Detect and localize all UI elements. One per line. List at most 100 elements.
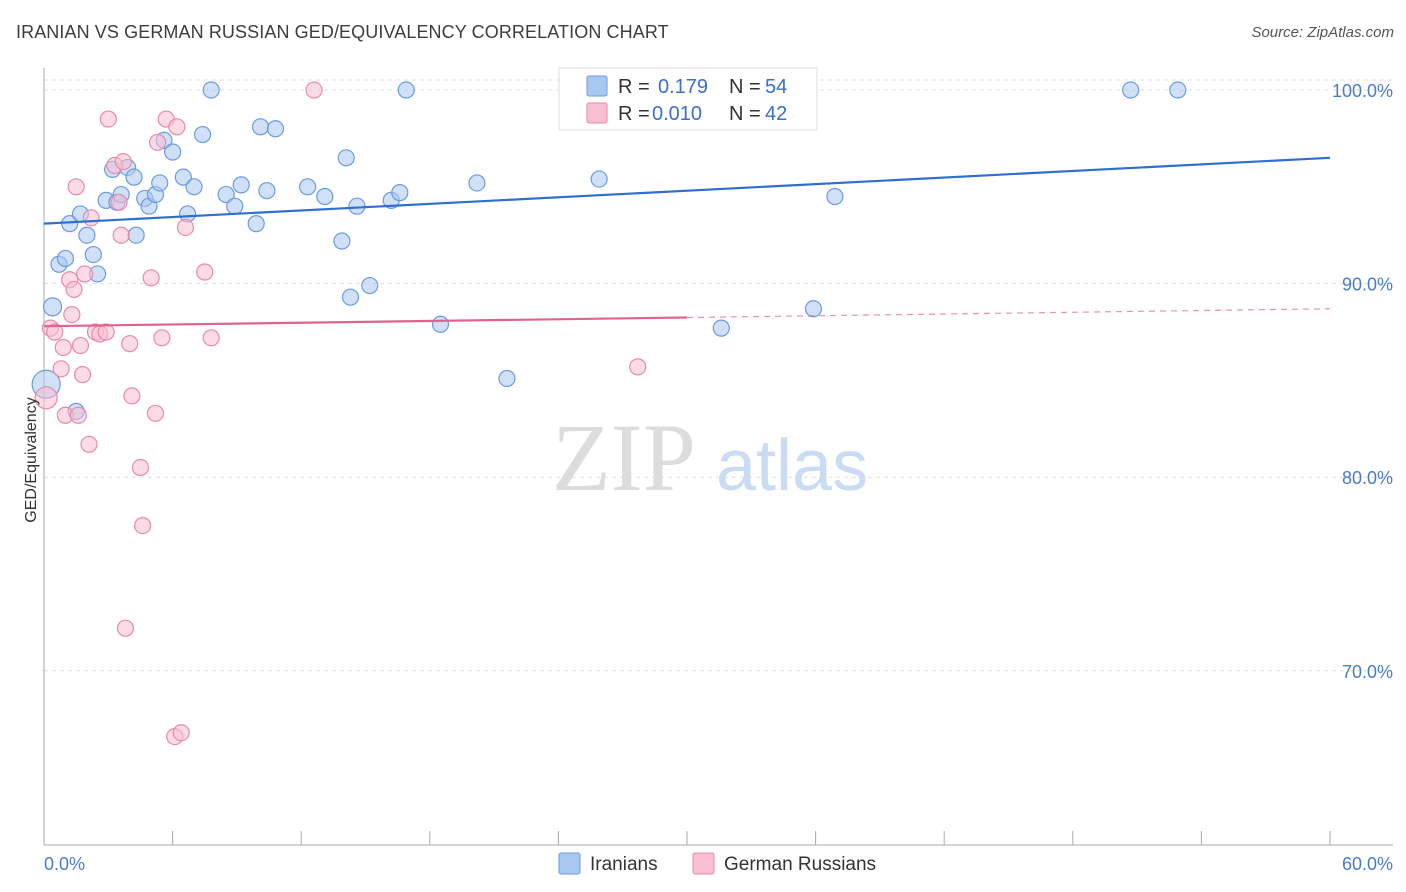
- point-german-russians-15: [82, 209, 100, 227]
- legend-swatch-blue: [586, 75, 608, 97]
- point-german-russians-29: [146, 404, 165, 422]
- bottom-legend-label-german-russians: German Russians: [724, 854, 876, 875]
- point-iranians-20: [151, 174, 169, 192]
- y-tick-label-80: 80.0%: [1342, 468, 1393, 488]
- data-points: [31, 81, 1187, 746]
- point-iranians-29: [226, 197, 244, 215]
- point-iranians-7: [78, 226, 96, 244]
- point-iranians-48: [590, 170, 608, 188]
- y-tick-label-90: 90.0%: [1342, 275, 1393, 295]
- point-german-russians-26: [131, 458, 150, 477]
- point-iranians-25: [185, 178, 203, 196]
- point-german-russians-37: [196, 263, 214, 281]
- point-german-russians-39: [305, 81, 323, 99]
- legend-n-label-1: N =: [729, 76, 761, 98]
- point-iranians-3: [56, 249, 75, 268]
- point-german-russians-11: [71, 336, 90, 355]
- trend-line-german-russians: [43, 316, 688, 328]
- point-iranians-33: [258, 182, 276, 200]
- point-iranians-23: [174, 168, 192, 186]
- point-iranians-15: [125, 168, 143, 186]
- point-german-russians-23: [116, 619, 135, 637]
- point-german-russians-41: [114, 153, 132, 171]
- point-iranians-30: [232, 176, 250, 194]
- point-german-russians-33: [168, 118, 186, 136]
- bottom-legend: Iranians German Russians: [558, 852, 876, 875]
- point-iranians-27: [202, 81, 220, 99]
- point-german-russians-13: [76, 265, 94, 283]
- point-german-russians-9: [67, 178, 85, 196]
- point-german-russians-18: [97, 323, 115, 341]
- trend-lines: [43, 156, 1331, 328]
- point-german-russians-4: [54, 338, 72, 357]
- trend-line-german-russians-extension: [686, 308, 1331, 319]
- point-iranians-41: [361, 276, 379, 295]
- point-iranians-26: [194, 125, 212, 144]
- point-iranians-40: [348, 197, 366, 215]
- point-iranians-34: [266, 120, 285, 138]
- watermark-atlas: atlas: [716, 426, 868, 506]
- legend-r-label-2: R =: [618, 103, 650, 125]
- point-german-russians-3: [52, 360, 70, 378]
- point-german-russians-25: [121, 335, 139, 353]
- trend-line-iranians: [43, 156, 1331, 225]
- point-iranians-22: [164, 143, 182, 161]
- point-iranians-37: [333, 232, 351, 250]
- y-tick-label-70: 70.0%: [1342, 662, 1393, 682]
- point-german-russians-12: [73, 366, 92, 384]
- y-tick-labels: 70.0% 80.0% 90.0% 100.0%: [1332, 81, 1393, 682]
- point-german-russians-0: [34, 386, 58, 410]
- point-iranians-52: [1122, 81, 1140, 99]
- point-iranians-32: [251, 118, 270, 136]
- point-german-russians-10: [69, 406, 87, 424]
- point-iranians-16: [127, 226, 145, 244]
- point-german-russians-21: [110, 193, 128, 211]
- point-german-russians-40: [629, 358, 647, 376]
- legend-r-value-1: 0.179: [658, 76, 708, 98]
- x-tick-label-max: 60.0%: [1342, 854, 1393, 874]
- point-german-russians-35: [172, 724, 190, 742]
- point-german-russians-31: [153, 329, 171, 347]
- point-iranians-8: [84, 245, 102, 264]
- y-axis-label: GED/Equivalency: [23, 397, 40, 522]
- point-german-russians-7: [63, 305, 81, 324]
- point-iranians-39: [341, 288, 360, 306]
- point-iranians-43: [391, 184, 409, 202]
- point-iranians-44: [397, 81, 415, 99]
- point-iranians-36: [316, 187, 334, 206]
- legend-n-value-2: 42: [765, 103, 787, 125]
- point-iranians-45: [431, 315, 450, 333]
- point-german-russians-28: [142, 269, 160, 287]
- bottom-legend-label-iranians: Iranians: [590, 854, 658, 875]
- point-iranians-1: [42, 297, 63, 317]
- point-german-russians-8: [65, 280, 83, 299]
- point-iranians-51: [826, 187, 844, 206]
- axes: [43, 68, 1393, 846]
- point-iranians-49: [712, 319, 730, 337]
- y-tick-label-100: 100.0%: [1332, 81, 1393, 101]
- source-label: Source: ZipAtlas.com: [1251, 24, 1394, 41]
- point-iranians-47: [498, 369, 516, 388]
- point-iranians-38: [337, 149, 355, 167]
- legend-swatch-pink: [586, 102, 608, 124]
- legend-n-label-2: N =: [729, 103, 761, 125]
- point-german-russians-2: [46, 323, 64, 341]
- point-german-russians-30: [148, 133, 167, 151]
- point-german-russians-14: [80, 435, 98, 453]
- bottom-legend-swatch-iranians: [558, 852, 581, 875]
- legend-n-value-1: 54: [765, 76, 787, 98]
- point-iranians-31: [247, 215, 265, 233]
- point-iranians-50: [804, 300, 823, 318]
- point-iranians-53: [1169, 81, 1187, 99]
- watermark-zip: ZIP: [552, 404, 696, 511]
- point-iranians-28: [217, 185, 235, 204]
- point-german-russians-38: [202, 329, 220, 347]
- point-german-russians-27: [133, 516, 152, 535]
- point-iranians-35: [299, 178, 317, 196]
- point-german-russians-36: [176, 218, 195, 237]
- top-legend: R = 0.179 N = 54 R = 0.010 N = 42: [558, 67, 818, 131]
- point-german-russians-19: [99, 110, 117, 128]
- chart-title: IRANIAN VS GERMAN RUSSIAN GED/EQUIVALENC…: [16, 22, 669, 42]
- legend-r-value-2: 0.010: [652, 103, 702, 125]
